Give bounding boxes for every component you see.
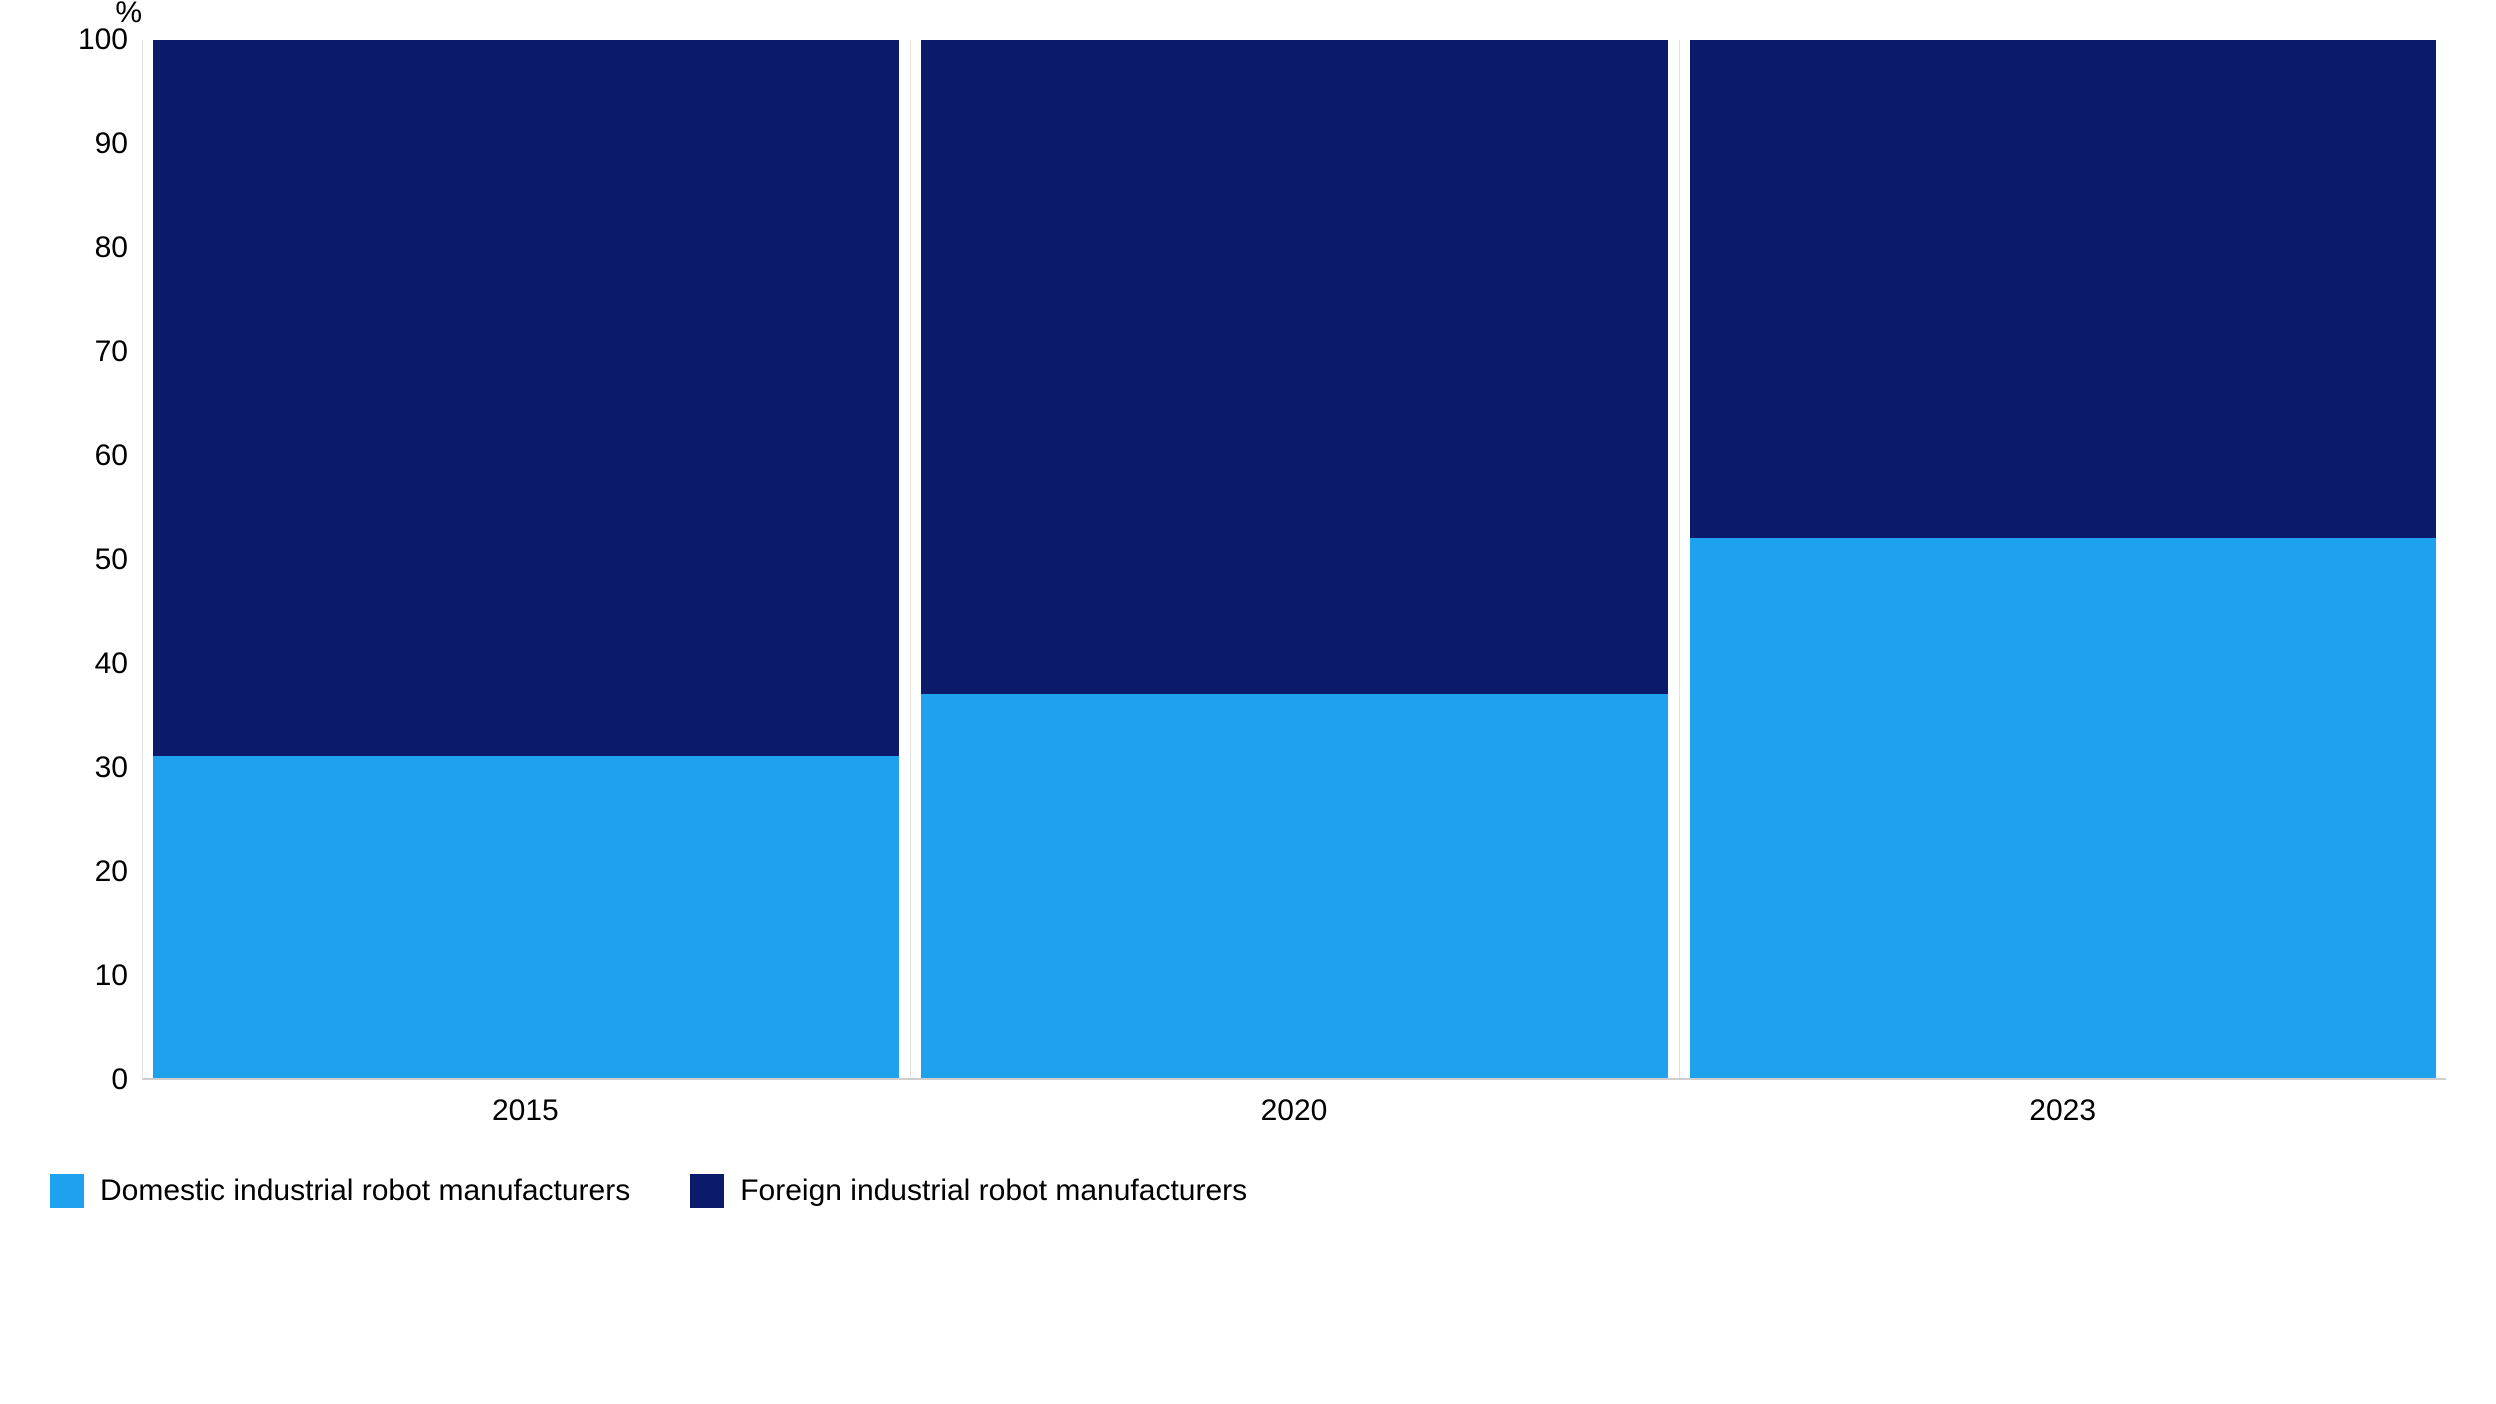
legend-swatch [690, 1174, 724, 1208]
x-tick-label: 2023 [1689, 1094, 2436, 1128]
legend-item: Foreign industrial robot manufacturers [690, 1174, 1247, 1208]
bar-segment-domestic [153, 756, 899, 1078]
bars-container [143, 40, 2446, 1078]
bar [921, 40, 1667, 1078]
y-axis: % 0102030405060708090100 [50, 40, 142, 1080]
y-tick-label: 80 [95, 231, 128, 265]
y-tick-label: 50 [95, 543, 128, 577]
y-tick-label: 90 [95, 127, 128, 161]
bar-segment-foreign [153, 40, 899, 756]
bar-segment-foreign [921, 40, 1667, 694]
y-tick-label: 70 [95, 335, 128, 369]
plot-row: % 0102030405060708090100 [50, 40, 2446, 1080]
x-tick-label: 2020 [921, 1094, 1668, 1128]
bar-segment-domestic [921, 694, 1667, 1078]
y-tick-label: 30 [95, 751, 128, 785]
bar-separator [1679, 40, 1680, 1078]
bar [153, 40, 899, 1078]
x-tick-label: 2015 [152, 1094, 899, 1128]
legend: Domestic industrial robot manufacturers F… [50, 1174, 2446, 1208]
bar-segment-domestic [1690, 538, 2436, 1078]
legend-item: Domestic industrial robot manufacturers [50, 1174, 630, 1208]
bar-separator [910, 40, 911, 1078]
stacked-bar-chart: % 0102030405060708090100 201520202023 Do… [50, 40, 2446, 1208]
legend-label: Domestic industrial robot manufacturers [100, 1174, 630, 1208]
bar-segment-foreign [1690, 40, 2436, 538]
legend-swatch [50, 1174, 84, 1208]
x-labels: 2015 2020 2023 [142, 1080, 2446, 1128]
x-axis: 2015 2020 2023 [50, 1080, 2446, 1128]
bar [1690, 40, 2436, 1078]
legend-label: Foreign industrial robot manufacturers [740, 1174, 1247, 1208]
y-tick-label: 60 [95, 439, 128, 473]
plot-area [142, 40, 2446, 1080]
y-tick-label: 10 [95, 959, 128, 993]
y-tick-label: 100 [78, 23, 128, 57]
x-axis-spacer [50, 1080, 142, 1128]
y-tick-label: 20 [95, 855, 128, 889]
y-tick-label: 40 [95, 647, 128, 681]
y-tick-label: 0 [111, 1063, 128, 1097]
